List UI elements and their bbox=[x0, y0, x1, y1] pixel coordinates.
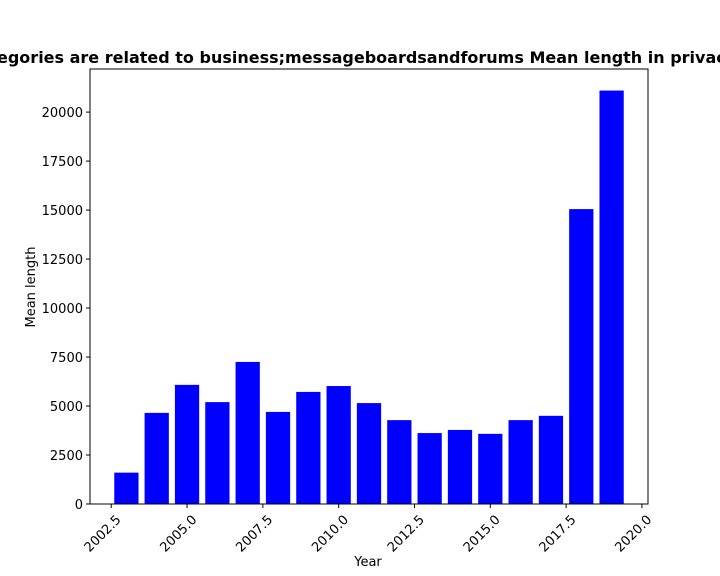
bar-2017 bbox=[538, 415, 564, 504]
y-tick-label: 15000 bbox=[42, 204, 83, 219]
bar-2006 bbox=[205, 402, 230, 504]
y-tick-label: 10000 bbox=[42, 302, 83, 317]
bar-2013 bbox=[417, 433, 442, 504]
plot-area-frame bbox=[89, 68, 649, 505]
y-axis-label: Mean length bbox=[24, 247, 39, 328]
y-tick-label: 17500 bbox=[42, 155, 83, 170]
bar-2014 bbox=[447, 429, 473, 504]
y-tick-label: 12500 bbox=[42, 253, 83, 268]
bar-2007 bbox=[235, 361, 260, 504]
bar-2012 bbox=[387, 420, 412, 504]
chart-title: Categories are related to business;messa… bbox=[0, 48, 720, 67]
x-axis-label: Year bbox=[353, 555, 382, 570]
bar-2018 bbox=[569, 209, 594, 504]
y-tick-label: 7500 bbox=[50, 351, 83, 366]
y-tick-label: 2500 bbox=[50, 449, 83, 464]
bar-2011 bbox=[356, 403, 382, 504]
bar-2016 bbox=[508, 420, 533, 504]
y-tick-label: 0 bbox=[75, 498, 83, 513]
bar-2005 bbox=[174, 384, 200, 504]
bars-group bbox=[114, 90, 624, 505]
bar-2019 bbox=[599, 90, 624, 505]
y-tick-label: 20000 bbox=[42, 106, 83, 121]
bar-2008 bbox=[265, 411, 291, 504]
y-tick-label: 5000 bbox=[50, 400, 83, 415]
bar-2015 bbox=[478, 433, 503, 504]
y-axis-ticks: 0 2500 5000 7500 10000 12500 15000 17500 20000 bbox=[42, 106, 90, 513]
bar-2003 bbox=[114, 472, 139, 504]
bar-2004 bbox=[144, 412, 169, 504]
bar-2009 bbox=[296, 391, 321, 504]
bar-2010 bbox=[326, 386, 351, 504]
